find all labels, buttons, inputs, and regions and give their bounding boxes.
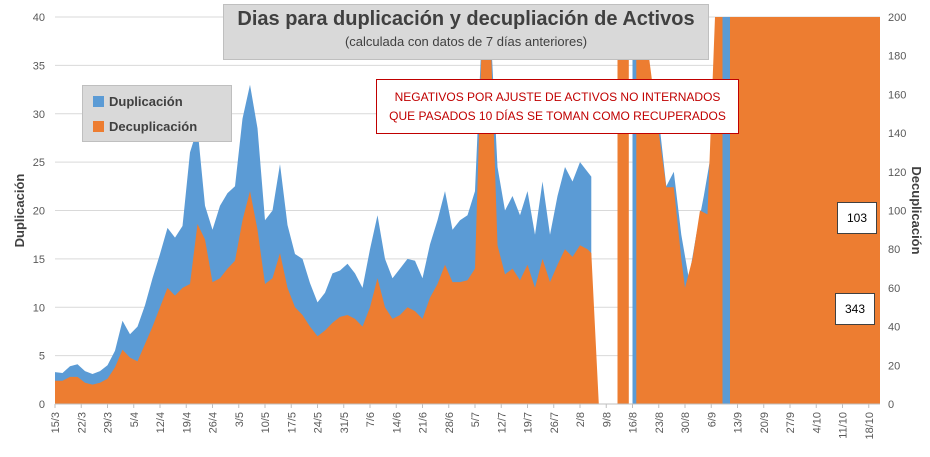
x-tick-label: 7/6 — [365, 412, 377, 427]
y-tick-left: 25 — [33, 157, 45, 169]
legend-label-duplicacion: Duplicación — [109, 94, 183, 109]
x-tick-label: 15/3 — [50, 412, 62, 433]
x-tick-label: 3/5 — [234, 412, 246, 427]
y-tick-left: 35 — [33, 60, 45, 72]
y-tick-right: 120 — [888, 167, 906, 179]
y-tick-left: 0 — [39, 399, 45, 411]
y-tick-right: 100 — [888, 206, 906, 218]
legend-label-decuplicacion: Decuplicación — [109, 119, 198, 134]
y-tick-right: 60 — [888, 283, 900, 295]
x-tick-label: 2/8 — [575, 412, 587, 427]
x-tick-label: 6/9 — [706, 412, 718, 427]
x-tick-label: 24/5 — [313, 412, 325, 433]
legend-swatch-duplicacion — [93, 96, 104, 107]
x-tick-label: 9/8 — [601, 412, 613, 427]
x-tick-label: 29/3 — [103, 412, 115, 433]
legend: Duplicación Decuplicación — [82, 85, 232, 142]
y-tick-left: 10 — [33, 302, 45, 314]
y-tick-right: 160 — [888, 89, 906, 101]
x-tick-label: 26/7 — [549, 412, 561, 433]
x-tick-label: 31/5 — [339, 412, 351, 433]
x-tick-label: 26/4 — [208, 412, 220, 433]
x-tick-label: 22/3 — [76, 412, 88, 433]
x-tick-label: 12/7 — [496, 412, 508, 433]
annotation-line-1: NEGATIVOS POR AJUSTE DE ACTIVOS NO INTER… — [394, 90, 721, 104]
x-tick-label: 18/10 — [864, 412, 876, 440]
y-tick-left: 15 — [33, 254, 45, 266]
annotation-note: NEGATIVOS POR AJUSTE DE ACTIVOS NO INTER… — [376, 79, 739, 134]
y-tick-left: 40 — [33, 12, 45, 24]
annotation-line-2: QUE PASADOS 10 DÍAS SE TOMAN COMO RECUPE… — [389, 109, 726, 123]
x-tick-label: 23/8 — [654, 412, 666, 433]
legend-swatch-decuplicacion — [93, 121, 104, 132]
x-tick-label: 5/4 — [129, 412, 141, 427]
x-tick-label: 12/4 — [155, 412, 167, 433]
x-tick-label: 5/7 — [470, 412, 482, 427]
decuplicacion-last-value: 343 — [835, 293, 875, 325]
duplicacion-last-value: 103 — [837, 202, 877, 234]
y-tick-right: 180 — [888, 51, 906, 63]
legend-item-decuplicacion: Decuplicación — [93, 119, 197, 134]
y-tick-right: 40 — [888, 322, 900, 334]
x-tick-label: 21/6 — [418, 412, 430, 433]
y-tick-left: 5 — [39, 351, 45, 363]
y-tick-right: 140 — [888, 128, 906, 140]
chart-subtitle: (calculada con datos de 7 días anteriore… — [344, 34, 588, 49]
y-axis-title-right: Decuplicación — [909, 166, 924, 254]
y-tick-right: 0 — [888, 399, 894, 411]
y-tick-left: 30 — [33, 109, 45, 121]
x-tick-label: 4/10 — [811, 412, 823, 433]
chart-title-box: Dias para duplicación y decupliación de … — [223, 4, 709, 60]
x-tick-label: 17/5 — [286, 412, 298, 433]
y-tick-left: 20 — [33, 206, 45, 218]
chart-title: Dias para duplicación y decupliación de … — [237, 8, 695, 30]
x-tick-label: 30/8 — [680, 412, 692, 433]
x-tick-label: 10/5 — [260, 412, 272, 433]
x-tick-label: 19/4 — [181, 412, 193, 433]
x-tick-label: 19/7 — [523, 412, 535, 433]
x-tick-label: 14/6 — [391, 412, 403, 433]
x-tick-label: 28/6 — [444, 412, 456, 433]
x-tick-label: 11/10 — [838, 412, 850, 439]
y-tick-right: 80 — [888, 244, 900, 256]
y-tick-right: 200 — [888, 12, 906, 24]
y-axis-title-left: Duplicación — [12, 174, 27, 248]
y-tick-right: 20 — [888, 360, 900, 372]
x-tick-label: 20/9 — [759, 412, 771, 433]
series-area-decuplicacion — [55, 17, 880, 404]
x-tick-label: 13/9 — [733, 412, 745, 433]
x-tick-label: 16/8 — [628, 412, 640, 433]
x-tick-label: 27/9 — [785, 412, 797, 433]
legend-item-duplicacion: Duplicación — [93, 94, 183, 109]
